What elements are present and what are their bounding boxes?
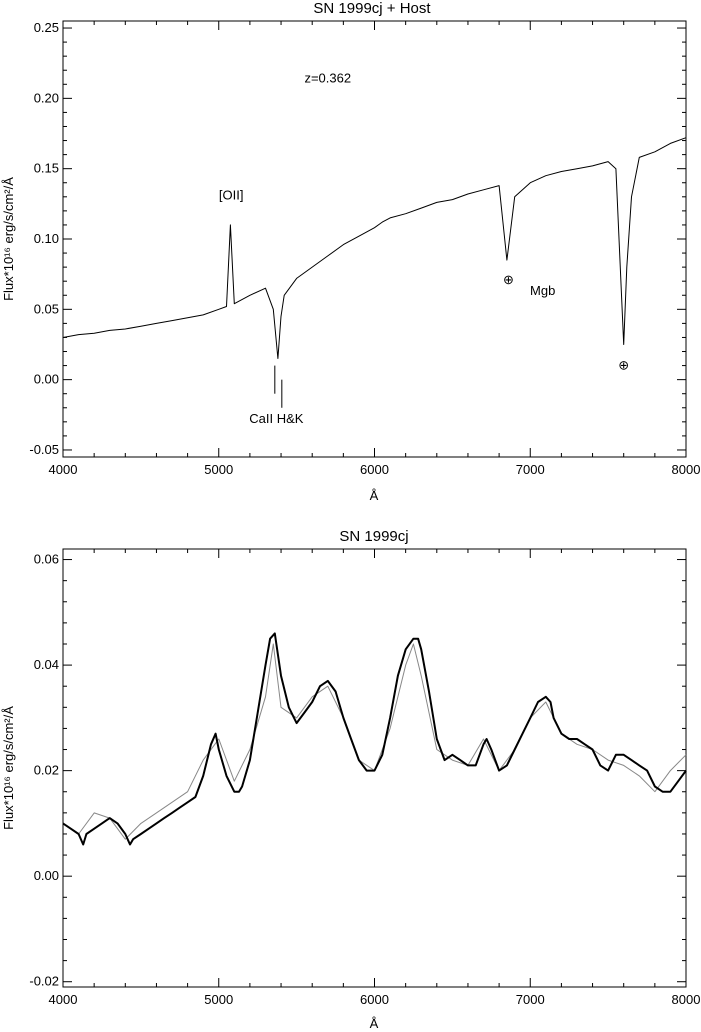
series-line xyxy=(62,643,687,840)
y-axis-title: Flux*10¹⁶ erg/s/cm²/Å xyxy=(1,177,16,301)
y-tick-label: 0.25 xyxy=(34,20,59,35)
x-tick-label: 5000 xyxy=(204,992,233,1007)
annotation-label: CaII H&K xyxy=(249,411,304,426)
x-tick-label: 6000 xyxy=(360,462,389,477)
y-tick-label: 0.00 xyxy=(34,372,59,387)
annotation-label: [OII] xyxy=(219,187,244,202)
annotation-label: Mgb xyxy=(530,283,555,298)
series-line xyxy=(62,137,687,359)
x-tick-label: 7000 xyxy=(516,462,545,477)
axis-tick-labels: 4000 5000 6000 7000 8000 -0.05 0.00 0.05 0.10 0.1… xyxy=(29,20,700,477)
series-line xyxy=(62,632,687,846)
x-axis-title: Å xyxy=(370,488,379,503)
chart-title: SN 1999cj + Host xyxy=(313,0,431,17)
y-tick-label: 0.00 xyxy=(34,868,59,883)
y-tick-label: 0.04 xyxy=(34,657,59,672)
y-tick-label: 0.15 xyxy=(34,161,59,176)
plot-frame xyxy=(62,20,687,458)
series-layer xyxy=(62,137,687,359)
y-tick-label: 0.06 xyxy=(34,552,59,567)
axis-ticks xyxy=(62,21,687,457)
y-tick-label: -0.02 xyxy=(29,974,59,989)
x-tick-label: 8000 xyxy=(672,992,701,1007)
axis-ticks xyxy=(62,549,687,987)
chart-title: SN 1999cj xyxy=(339,528,408,545)
panel-sn-spectrum: SN 1999cj 4000 5000 6000 7000 8000 -0.02 0.00 0… xyxy=(1,528,700,1031)
telluric-annotation: ⊕ xyxy=(618,358,629,373)
x-tick-label: 8000 xyxy=(672,462,701,477)
x-axis-title: Å xyxy=(370,1016,379,1031)
y-tick-label: -0.05 xyxy=(29,442,59,457)
x-tick-label: 4000 xyxy=(49,462,78,477)
telluric-annotation: ⊕ xyxy=(503,272,514,287)
y-tick-label: 0.05 xyxy=(34,301,59,316)
plot-frame xyxy=(62,548,687,988)
y-tick-label: 0.02 xyxy=(34,763,59,778)
x-tick-label: 6000 xyxy=(360,992,389,1007)
axis-tick-labels: 4000 5000 6000 7000 8000 -0.02 0.00 0.02 0.04 0.0… xyxy=(29,552,700,1007)
x-tick-label: 5000 xyxy=(204,462,233,477)
annotation-label: z=0.362 xyxy=(304,71,351,86)
y-axis-title: Flux*10¹⁶ erg/s/cm²/Å xyxy=(1,706,16,830)
y-tick-label: 0.20 xyxy=(34,90,59,105)
series-layer xyxy=(62,632,687,846)
x-tick-label: 4000 xyxy=(49,992,78,1007)
y-tick-label: 0.10 xyxy=(34,231,59,246)
annotation-layer: z=0.362 [OII] CaII H&K Mgb ⊕ ⊕ xyxy=(219,71,629,426)
x-tick-label: 7000 xyxy=(516,992,545,1007)
panel-host-spectrum: SN 1999cj + Host 4000 5000 6000 7000 8000 -0.… xyxy=(1,0,700,503)
